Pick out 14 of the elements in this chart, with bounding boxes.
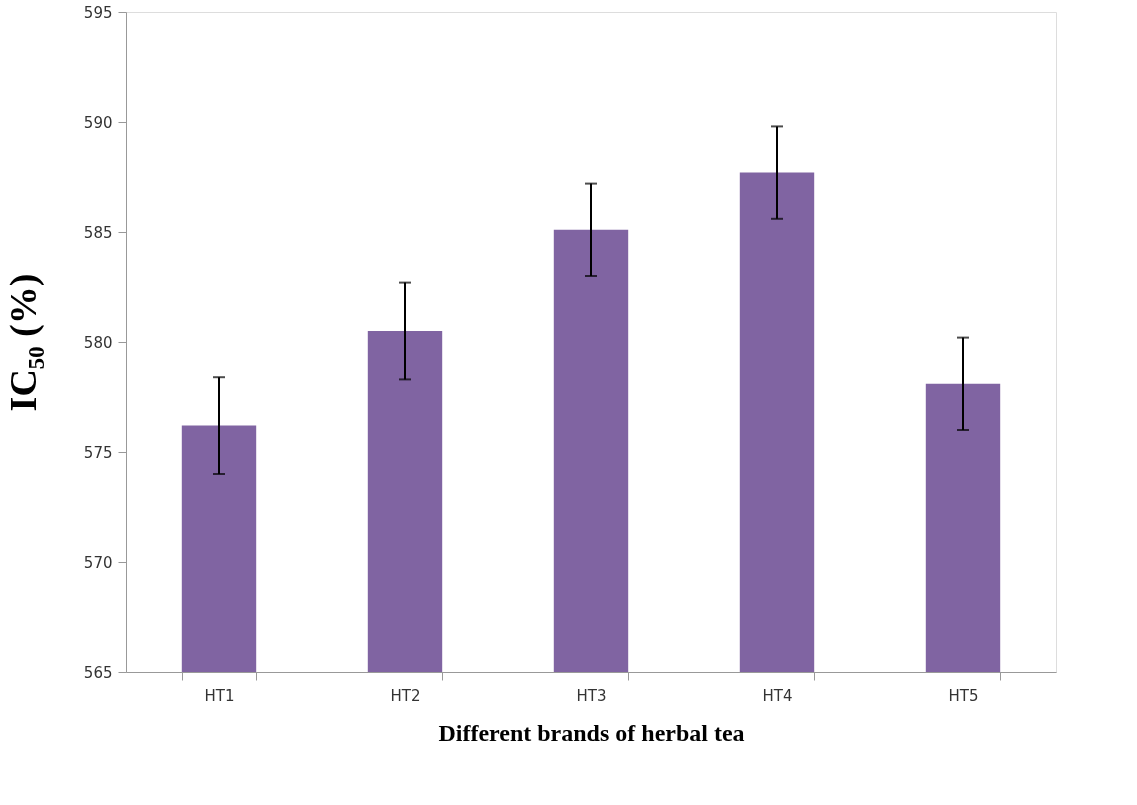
y-tick-label: 575 [83,443,113,462]
y-tick-label: 570 [83,553,113,572]
x-tick-label: HT4 [762,686,793,705]
y-axis-title: IC₅₀ (%) [1,273,45,412]
x-axis-title: Different brands of herbal tea [438,719,745,746]
x-tick-label: HT2 [390,686,421,705]
y-tick-label: 580 [83,333,113,352]
x-tick-label: HT1 [204,686,235,705]
x-tick-label: HT3 [576,686,607,705]
x-tick-label: HT5 [948,686,979,705]
y-tick-label: 595 [83,3,113,22]
y-tick-label: 590 [83,113,113,132]
y-tick-label: 565 [83,663,113,682]
y-tick-label: 585 [83,223,113,242]
